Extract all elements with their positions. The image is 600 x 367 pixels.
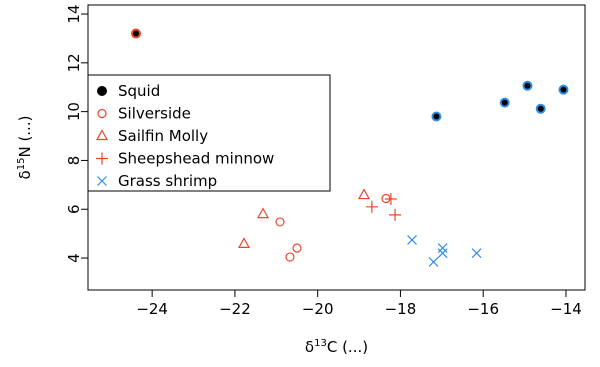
x-tick-label: −24 bbox=[136, 300, 168, 318]
point bbox=[131, 28, 142, 39]
legend-marker bbox=[96, 152, 108, 165]
x-tick-label: −18 bbox=[385, 300, 417, 318]
legend-label: Grass shrimp bbox=[118, 172, 217, 190]
x-tick-label: −22 bbox=[219, 300, 251, 318]
y-tick-label: 8 bbox=[65, 156, 83, 166]
label-sup: 13 bbox=[314, 338, 327, 349]
point bbox=[471, 248, 482, 259]
legend-marker bbox=[95, 129, 109, 141]
label-sup: 15 bbox=[16, 158, 27, 171]
label-rest: C (...) bbox=[327, 338, 368, 356]
point bbox=[428, 257, 439, 267]
point bbox=[437, 248, 448, 259]
point bbox=[384, 192, 397, 205]
point bbox=[237, 237, 251, 248]
legend-marker bbox=[97, 108, 107, 119]
x-tick-label: −14 bbox=[550, 300, 582, 318]
point bbox=[535, 103, 546, 114]
y-tick-label: 14 bbox=[65, 4, 83, 23]
point bbox=[365, 200, 378, 213]
y-tick-label: 4 bbox=[65, 253, 83, 263]
point bbox=[431, 111, 442, 122]
y-tick-label: 10 bbox=[65, 102, 83, 121]
label-prefix: δ bbox=[16, 170, 34, 179]
point bbox=[275, 217, 285, 227]
y-tick-label: 12 bbox=[65, 53, 83, 72]
point bbox=[437, 243, 448, 253]
point bbox=[257, 207, 270, 219]
legend-label: Sheepshead minnow bbox=[118, 150, 274, 168]
legend-label: Silverside bbox=[118, 105, 191, 123]
point bbox=[389, 208, 402, 221]
x-tick-label: −20 bbox=[302, 300, 334, 318]
legend-marker bbox=[97, 86, 107, 96]
legend-label: Sailfin Molly bbox=[118, 127, 208, 145]
x-tick-label: −16 bbox=[467, 300, 499, 318]
label-rest: N (...) bbox=[16, 116, 34, 158]
y-tick-label: 6 bbox=[65, 204, 83, 214]
y-label: δ15N (...) bbox=[16, 116, 34, 180]
x-label: δ13C (...) bbox=[305, 338, 368, 356]
point bbox=[292, 243, 302, 253]
point bbox=[285, 252, 295, 262]
point bbox=[357, 188, 371, 200]
label-prefix: δ bbox=[305, 338, 314, 356]
point bbox=[522, 80, 533, 91]
point bbox=[499, 97, 510, 108]
legend-marker bbox=[97, 176, 107, 186]
point bbox=[407, 235, 417, 245]
legend-box bbox=[87, 74, 331, 192]
legend-label: Squid bbox=[118, 82, 160, 100]
point bbox=[558, 84, 569, 95]
